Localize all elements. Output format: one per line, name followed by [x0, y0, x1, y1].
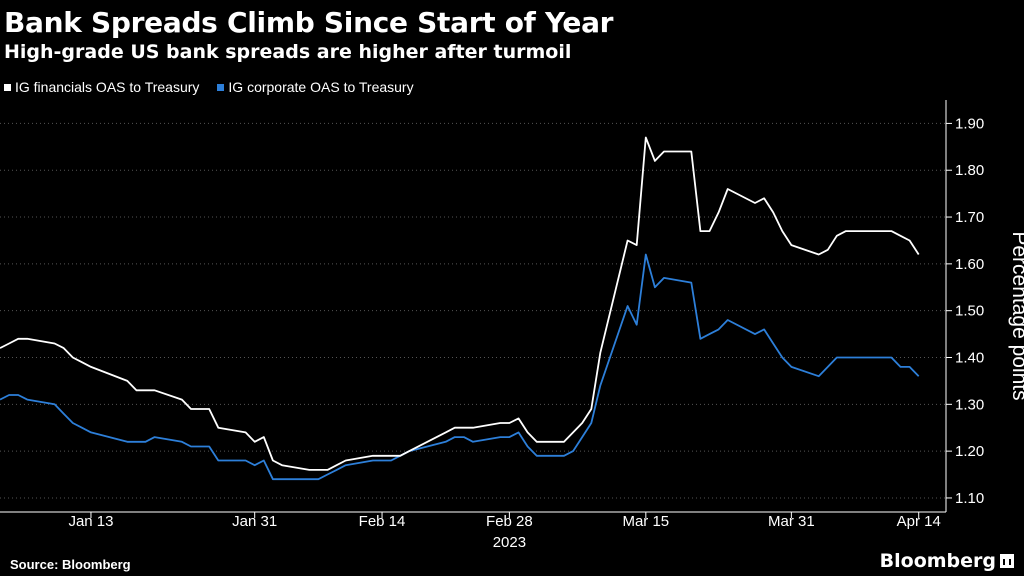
x-year-label: 2023 [493, 534, 526, 551]
y-tick-label: 1.50 [955, 303, 984, 320]
x-tick-label: Feb 14 [359, 513, 406, 530]
source-note: Source: Bloomberg [10, 557, 131, 572]
bloomberg-chart-icon [1000, 554, 1014, 568]
y-tick-label: 1.40 [955, 350, 984, 367]
y-axis-title: Percentage points [1008, 231, 1024, 400]
legend-item-financials: IG financials OAS to Treasury [4, 79, 199, 95]
brand-name: Bloomberg [879, 550, 996, 572]
y-tick-label: 1.70 [955, 209, 984, 226]
y-tick-label: 1.80 [955, 162, 984, 179]
brand-logo: Bloomberg [880, 550, 1014, 572]
y-tick-label: 1.60 [955, 256, 984, 273]
y-tick-label: 1.20 [955, 443, 984, 460]
series-line-corporate [0, 253, 920, 481]
y-tick-label: 1.90 [955, 115, 984, 132]
legend-swatch-financials [4, 83, 11, 91]
legend-swatch-corporate [217, 83, 225, 91]
chart-title: Bank Spreads Climb Since Start of Year [4, 6, 614, 39]
x-tick-label: Mar 15 [622, 513, 669, 530]
y-tick-label: 1.10 [955, 490, 984, 507]
chart-subtitle: High-grade US bank spreads are higher af… [4, 41, 572, 63]
x-tick-label: Mar 31 [768, 513, 815, 530]
x-tick-label: Apr 14 [897, 513, 941, 530]
x-tick-label: Feb 28 [486, 513, 533, 530]
y-tick-label: 1.30 [955, 396, 984, 413]
legend-label-financials: IG financials OAS to Treasury [15, 79, 200, 95]
legend-label-corporate: IG corporate OAS to Treasury [228, 79, 414, 95]
series-line-financials [0, 136, 920, 471]
x-tick-label: Jan 31 [232, 513, 277, 530]
legend-item-corporate: IG corporate OAS to Treasury [217, 79, 414, 95]
x-tick-label: Jan 13 [68, 513, 113, 530]
chart-legend: IG financials OAS to Treasury IG corpora… [4, 79, 414, 95]
